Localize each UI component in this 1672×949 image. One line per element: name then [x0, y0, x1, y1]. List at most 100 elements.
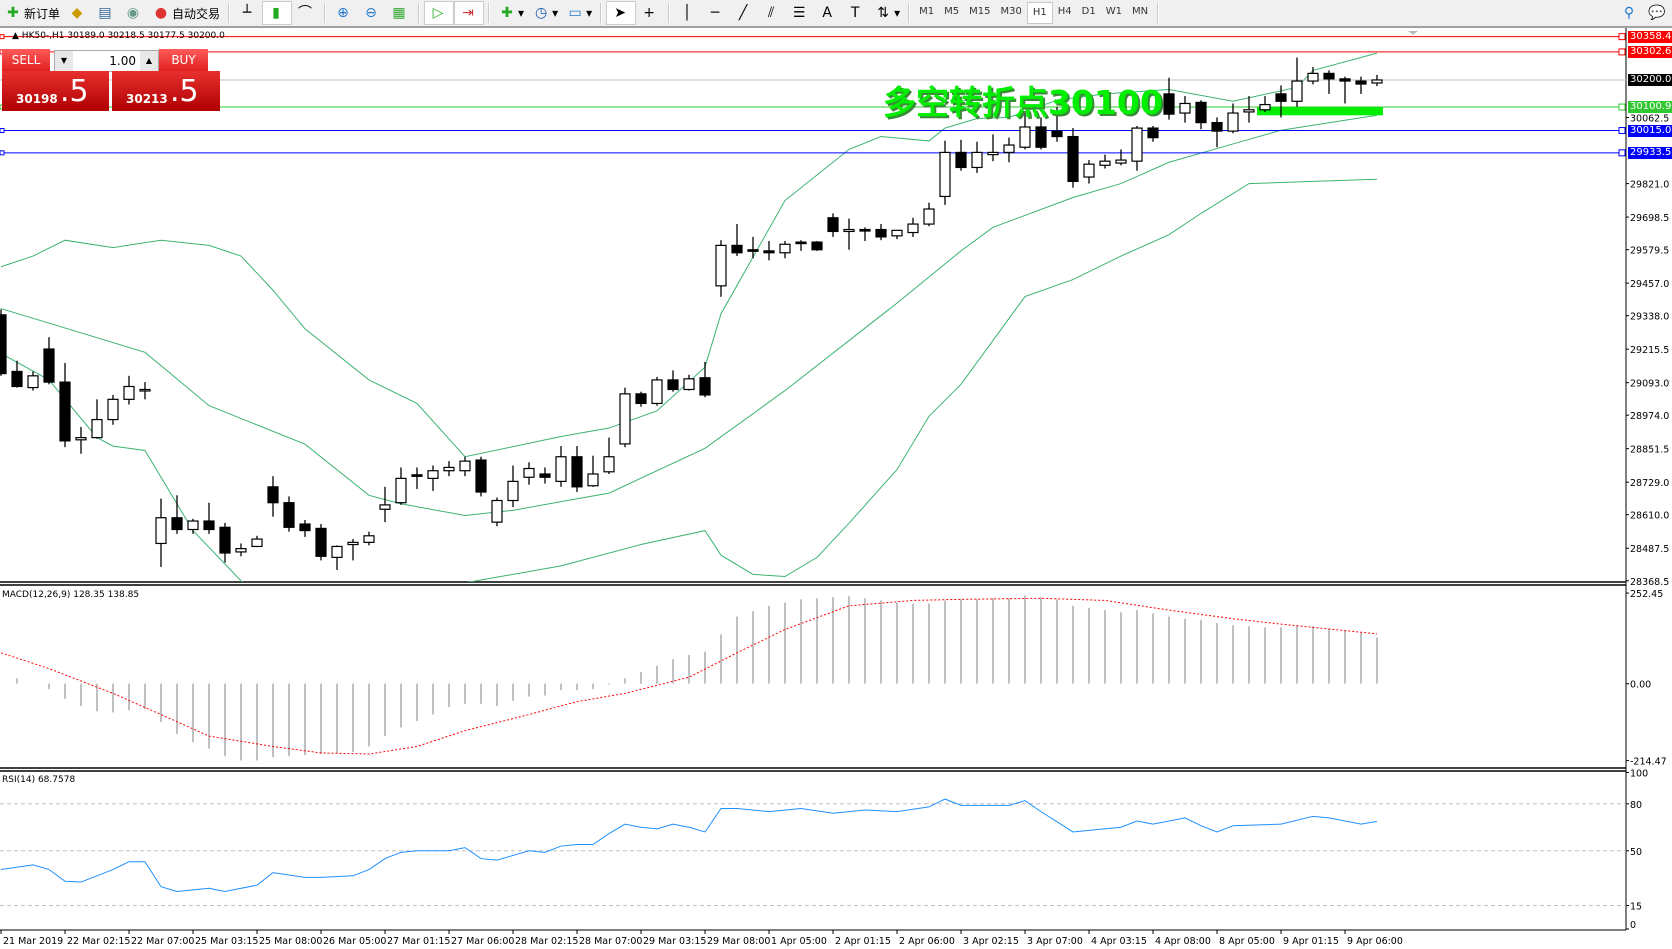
symbol-ohlc-text: HK50-,H1 30189.0 30218.5 30177.5 30200.0 [21, 31, 225, 41]
candle [683, 374, 695, 391]
timeframe-m30[interactable]: M30 [1000, 6, 1022, 17]
bull-candle-body [603, 456, 615, 473]
text-label-button[interactable]: T [842, 2, 870, 24]
navigator-button[interactable]: ▤ [92, 2, 120, 24]
time-tick-label: 3 Apr 02:15 [963, 936, 1019, 947]
search-button[interactable]: ⚲ [1616, 2, 1644, 24]
bear-candle-body [1051, 130, 1063, 138]
chart-shift-button[interactable]: ⇥ [454, 1, 485, 25]
bull-candle-body [683, 378, 695, 391]
zoom-out-icon: ⊖ [365, 5, 377, 21]
lot-decrease-button[interactable]: ▼ [55, 51, 73, 71]
text-icon: A [822, 5, 832, 21]
macd-tick-label: 0.00 [1630, 680, 1651, 691]
market-watch-button[interactable]: ◆ [64, 2, 92, 24]
bull-candle-body [427, 470, 439, 479]
bar-chart-button[interactable]: ┴ [234, 2, 262, 24]
time-tick-label: 4 Apr 03:15 [1091, 936, 1147, 947]
timeframe-h1[interactable]: H1 [1026, 2, 1053, 24]
timeframe-h4[interactable]: H4 [1057, 6, 1072, 17]
auto-trading-button[interactable]: ● 自动交易 [148, 2, 224, 24]
price-tick-label: 28729.0 [1630, 478, 1669, 489]
candle [1099, 154, 1111, 169]
bull-candle-body [939, 151, 951, 198]
new-order-button[interactable]: ✚ 新订单 [0, 2, 64, 24]
text-label-icon: T [850, 5, 860, 21]
candle [715, 240, 727, 297]
lot-size-input[interactable]: ▼ 1.00 ▲ [54, 50, 159, 72]
timeframe-w1[interactable]: W1 [1105, 6, 1122, 17]
lot-increase-button[interactable]: ▲ [140, 51, 158, 71]
timeframe-mn[interactable]: MN [1131, 6, 1149, 17]
price-tick-label: 29093.0 [1630, 379, 1669, 390]
bull-candle-body [523, 467, 535, 478]
candle [1003, 137, 1015, 163]
cursor-button[interactable]: ➤ [606, 1, 637, 25]
sell-price-button[interactable]: 30198 .5 [2, 71, 109, 111]
line-chart-button[interactable]: ⌒ [292, 2, 320, 24]
chat-button[interactable]: 💬 [1644, 2, 1672, 24]
bear-candle-body [1339, 78, 1351, 82]
crosshair-icon: + [643, 5, 655, 21]
bear-candle-body [811, 241, 823, 251]
chart-window[interactable]: 30062.5 29821.0 29698.5 29579.5 29457.0 29338… [0, 28, 1672, 949]
main-plot [0, 33, 1626, 582]
time-tick-label: 3 Apr 07:00 [1027, 936, 1083, 947]
horizontal-line-button[interactable]: ─ [702, 2, 730, 24]
lot-value[interactable]: 1.00 [109, 54, 136, 68]
timeframe-m1[interactable]: M1 [919, 6, 935, 17]
toolbar-separator [600, 3, 603, 23]
bull-candle-body [379, 504, 391, 510]
bear-candle-body [1275, 93, 1287, 102]
candle [1083, 160, 1095, 184]
autoscroll-button[interactable]: ▷ [424, 1, 455, 25]
text-button[interactable]: A [814, 2, 842, 24]
bull-candle-body [155, 517, 167, 545]
macd-tick-label: -214.47 [1630, 757, 1667, 768]
horizontal-line-price-label: 30015.0 [1628, 124, 1672, 137]
buy-price-button[interactable]: 30213 .5 [112, 71, 220, 111]
bear-candle-body [875, 228, 887, 238]
zoom-in-button[interactable]: ⊕ [330, 2, 358, 24]
vertical-line-button[interactable]: │ [674, 2, 702, 24]
timeframe-m5[interactable]: M5 [944, 6, 960, 17]
timeframe-d1[interactable]: D1 [1081, 6, 1096, 17]
collapse-triangle-icon[interactable]: ▲ [12, 31, 22, 41]
bollinger-middle-band [0, 114, 1378, 517]
candle [363, 531, 375, 546]
rsi-tick-label: 15 [1630, 902, 1642, 913]
periods-button[interactable]: ◷ ▾ [528, 2, 562, 24]
toolbar-separator [1157, 3, 1160, 23]
crosshair-button[interactable]: + [636, 2, 664, 24]
sell-button[interactable]: SELL [2, 49, 50, 71]
toolbar-separator [908, 3, 911, 23]
candle [331, 545, 343, 570]
candle [491, 497, 503, 527]
fibonacci-button[interactable]: ☰ [786, 2, 814, 24]
arrows-button[interactable]: ⇅ ▾ [870, 2, 904, 24]
trendline-button[interactable]: ╱ [730, 2, 758, 24]
templates-button[interactable]: ▭ ▾ [562, 2, 596, 24]
cursor-icon: ➤ [614, 5, 626, 21]
timeframe-m15[interactable]: M15 [969, 6, 991, 17]
toolbar-separator [488, 3, 491, 23]
candle [955, 139, 967, 171]
chat-icon: 💬 [1648, 5, 1666, 21]
equidistant-channel-button[interactable]: ⫽ [758, 2, 786, 24]
candle [923, 202, 935, 227]
search-icon: ⚲ [1623, 5, 1635, 21]
indicators-button[interactable]: ✚ ▾ [494, 2, 528, 24]
zoom-out-button[interactable]: ⊖ [358, 2, 386, 24]
time-tick-label: 9 Apr 01:15 [1283, 936, 1339, 947]
candlestick-button[interactable]: ▮ [262, 1, 293, 25]
signals-button[interactable]: ◉ [120, 2, 148, 24]
candle [107, 394, 119, 425]
buy-button[interactable]: BUY [159, 49, 208, 71]
tile-windows-button[interactable]: ▦ [386, 2, 414, 24]
chart-text-annotation[interactable]: 多空转折点30100 [883, 83, 1163, 122]
price-tick-label: 29338.0 [1630, 312, 1669, 323]
macd-title: MACD(12,26,9) 128.35 138.85 [2, 590, 140, 600]
price-tick-label: 28974.0 [1630, 411, 1669, 422]
candle [187, 518, 199, 534]
bear-candle-body [475, 459, 487, 493]
